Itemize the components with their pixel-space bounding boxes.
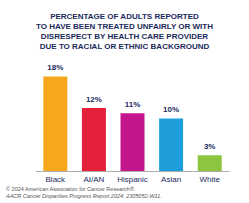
svg-text:DUE TO RACIAL OR ETHNIC BACKGR: DUE TO RACIAL OR ETHNIC BACKGROUND: [40, 42, 210, 51]
svg-text:Hispanic: Hispanic: [117, 175, 148, 184]
svg-text:Black: Black: [46, 175, 67, 184]
svg-text:White: White: [199, 175, 220, 184]
svg-text:AI/AN: AI/AN: [83, 175, 104, 184]
svg-text:11%: 11%: [125, 100, 141, 109]
svg-text:TO HAVE BEEN TREATED UNFAIRLY: TO HAVE BEEN TREATED UNFAIRLY OR WITH: [36, 22, 213, 31]
svg-text:12%: 12%: [86, 95, 102, 104]
svg-text:DISRESPECT BY HEALTH CARE PROV: DISRESPECT BY HEALTH CARE PROVIDER: [41, 32, 209, 41]
svg-text:AACR Cancer Disparities Progre: AACR Cancer Disparities Progress Report …: [5, 193, 162, 199]
svg-text:10%: 10%: [163, 105, 179, 114]
svg-text:18%: 18%: [47, 63, 63, 72]
svg-text:3%: 3%: [204, 142, 216, 151]
svg-text:Asian: Asian: [161, 175, 181, 184]
svg-text:© 2024 American Association fo: © 2024 American Association for Cancer R…: [6, 186, 136, 192]
svg-text:PERCENTAGE OF ADULTS REPORTED: PERCENTAGE OF ADULTS REPORTED: [50, 12, 199, 21]
